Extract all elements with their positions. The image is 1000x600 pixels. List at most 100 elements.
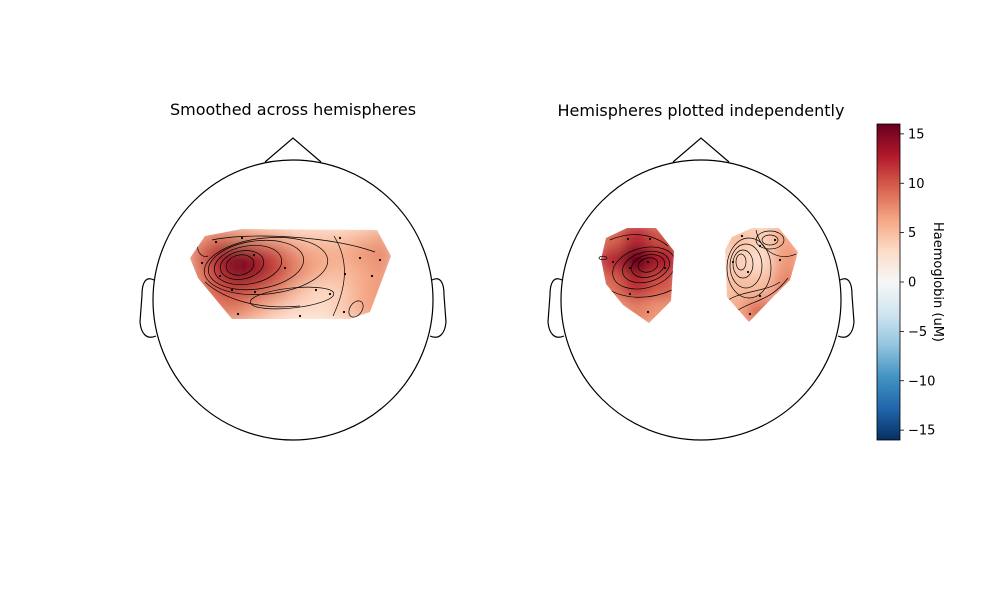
colorbar-tick-label: −15 bbox=[908, 424, 935, 439]
contour-line bbox=[214, 245, 282, 285]
heatmap-cell bbox=[289, 243, 314, 267]
contour-line bbox=[207, 239, 305, 291]
sensor-dot bbox=[758, 294, 762, 298]
contour-line bbox=[729, 243, 763, 289]
sensor-dot bbox=[314, 288, 318, 292]
sensor-markers bbox=[611, 234, 782, 316]
heatmap-cell bbox=[268, 300, 293, 319]
heatmap-cell bbox=[247, 262, 273, 286]
contour-line bbox=[761, 234, 779, 246]
contour-line bbox=[755, 230, 785, 250]
contour-line bbox=[734, 277, 789, 313]
heatmap-cell bbox=[309, 229, 335, 248]
sensor-dot bbox=[648, 237, 652, 241]
colorbar-ticks: 15 10 5 0 −5 −10 −15 bbox=[900, 127, 935, 439]
colorbar-tick-label: −5 bbox=[908, 325, 927, 340]
heatmap-cell bbox=[289, 300, 314, 319]
contour-line bbox=[612, 246, 674, 290]
colorbar-tick-label: 0 bbox=[908, 276, 916, 291]
colorbar-tick-label: −10 bbox=[908, 374, 935, 389]
topomap-title: Hemispheres plotted independently bbox=[558, 101, 845, 120]
heatmap-cell bbox=[350, 229, 376, 248]
contour-line bbox=[249, 286, 335, 310]
head-outline bbox=[547, 137, 855, 441]
contour-line bbox=[735, 253, 747, 271]
contour-line bbox=[598, 255, 608, 261]
heatmap-cell bbox=[247, 300, 273, 319]
heatmap-cell bbox=[227, 300, 252, 319]
heatmap-cell bbox=[330, 281, 355, 305]
heatmap-cell bbox=[371, 243, 391, 267]
sensor-dot bbox=[252, 253, 256, 257]
sensor-dot bbox=[358, 256, 362, 260]
sensor-dot bbox=[298, 314, 302, 318]
sensor-dot bbox=[236, 312, 240, 316]
ear-left-outline bbox=[139, 278, 157, 338]
contour-line bbox=[609, 234, 669, 247]
sensor-dot bbox=[328, 292, 332, 296]
colorbar-label: Haemoglobin (uM) bbox=[930, 222, 945, 342]
heatmap-cell bbox=[268, 229, 293, 248]
sensor-dot bbox=[240, 236, 244, 240]
sensor-dot bbox=[628, 266, 632, 270]
contour-line bbox=[637, 257, 659, 273]
ear-left-outline bbox=[547, 278, 565, 338]
heatmap-cell bbox=[206, 243, 232, 267]
sensor-dot bbox=[370, 274, 374, 278]
sensor-dot bbox=[283, 266, 287, 270]
head-circle bbox=[560, 159, 842, 441]
sensor-dot bbox=[200, 261, 204, 265]
heatmap-cell bbox=[268, 281, 293, 305]
contour-line bbox=[755, 229, 797, 257]
colorbar-tick-label: 5 bbox=[908, 226, 916, 241]
sensor-dot bbox=[748, 312, 752, 316]
contour-line bbox=[211, 235, 376, 253]
contour-lines bbox=[726, 229, 797, 313]
contour-line bbox=[204, 281, 301, 308]
sensor-dot bbox=[758, 244, 762, 248]
sensor-dot bbox=[663, 266, 667, 270]
contour-line bbox=[203, 237, 329, 295]
heatmap-cell bbox=[309, 300, 335, 319]
contour-line bbox=[348, 300, 364, 318]
sensor-dot bbox=[731, 260, 735, 264]
sensor-dot bbox=[628, 292, 632, 296]
ear-right-outline bbox=[837, 278, 855, 338]
colorbar-tick-label: 15 bbox=[908, 127, 925, 142]
heatmap-cell bbox=[649, 273, 674, 303]
sensor-dot bbox=[740, 234, 744, 238]
sensor-dot bbox=[746, 270, 750, 274]
colorbar-tick-label: 10 bbox=[908, 177, 925, 192]
sensor-dot bbox=[230, 288, 234, 292]
sensor-dot bbox=[626, 237, 630, 241]
sensor-markers bbox=[200, 236, 382, 318]
contour-lines bbox=[197, 235, 376, 318]
heatmap-cell bbox=[330, 229, 355, 248]
contour-line bbox=[332, 235, 345, 317]
sensor-dot bbox=[338, 236, 342, 240]
heatmap-cell bbox=[350, 281, 376, 305]
contour-line bbox=[225, 254, 255, 276]
heatmap-cell bbox=[330, 262, 355, 286]
colorbar-gradient bbox=[876, 123, 901, 441]
heatmap-cell bbox=[350, 262, 376, 286]
topomap-independent: Hemispheres plotted independently bbox=[547, 101, 855, 441]
sensor-dot bbox=[218, 274, 222, 278]
heatmap-cell bbox=[268, 262, 293, 286]
sensor-dot bbox=[378, 258, 382, 262]
nose-outline bbox=[672, 137, 730, 163]
heatmap-cell bbox=[268, 243, 293, 267]
contour-lines bbox=[605, 234, 674, 298]
contour-line bbox=[726, 237, 772, 299]
heatmap-cell bbox=[227, 281, 252, 305]
sensor-dot bbox=[253, 290, 257, 294]
colorbar: 15 10 5 0 −5 −10 −15 Haemoglobin (uM) bbox=[876, 123, 945, 441]
nose-outline bbox=[264, 137, 322, 163]
sensor-dot bbox=[646, 260, 650, 264]
heatmap-cell bbox=[309, 262, 335, 286]
sensor-dot bbox=[214, 240, 218, 244]
sensor-dot bbox=[778, 258, 782, 262]
sensor-dot bbox=[773, 238, 777, 242]
sensor-dot bbox=[611, 260, 615, 264]
